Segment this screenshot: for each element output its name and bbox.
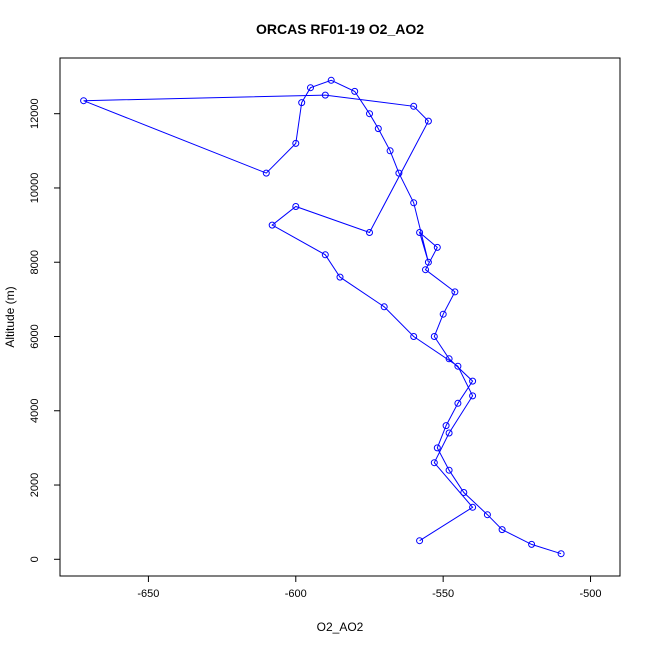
y-axis-label: Altitude (m)	[3, 286, 17, 347]
series-line	[83, 79, 562, 555]
data-point	[395, 169, 403, 177]
data-point	[410, 333, 418, 340]
data-point	[469, 392, 477, 400]
data-point	[80, 97, 88, 105]
data-point	[292, 203, 300, 210]
data-point	[380, 303, 388, 311]
y-tick-label: 12000	[29, 98, 41, 129]
data-point	[454, 362, 462, 370]
data-point	[445, 466, 453, 474]
data-point	[483, 511, 491, 519]
data-point	[445, 429, 453, 437]
data-point	[410, 102, 418, 110]
data-point	[424, 117, 432, 125]
data-point	[460, 489, 468, 496]
data-point	[433, 243, 441, 251]
data-points	[80, 76, 565, 558]
data-point	[336, 273, 344, 281]
data-point	[298, 99, 306, 107]
x-tick-label: -600	[285, 588, 307, 600]
x-tick-label: -650	[137, 588, 159, 600]
data-point	[386, 147, 394, 155]
data-point	[430, 333, 438, 340]
y-tick-label: 4000	[29, 399, 41, 423]
x-axis-label: O2_AO2	[317, 620, 364, 634]
data-point	[557, 550, 565, 558]
x-tick-label: -500	[580, 588, 602, 600]
x-axis: -650 -600 -550 -500	[137, 576, 602, 600]
data-point	[439, 310, 447, 318]
data-point	[422, 266, 429, 274]
x-tick-label: -550	[432, 588, 454, 600]
data-lines	[83, 79, 562, 555]
data-point	[469, 503, 477, 511]
data-point	[366, 229, 373, 236]
data-point	[498, 526, 506, 534]
data-point	[528, 540, 536, 548]
y-tick-label: 0	[29, 556, 41, 562]
data-point	[424, 258, 432, 266]
data-point	[351, 87, 359, 95]
data-point	[442, 422, 450, 430]
y-tick-label: 6000	[29, 324, 41, 348]
y-tick-label: 10000	[29, 173, 41, 204]
data-point	[430, 459, 438, 467]
data-point	[262, 169, 270, 177]
data-point	[445, 355, 453, 363]
data-point	[416, 229, 424, 236]
data-point	[321, 91, 329, 99]
data-point	[433, 444, 441, 452]
data-point	[292, 139, 300, 147]
data-point	[451, 288, 459, 296]
data-point	[366, 110, 373, 118]
data-point	[469, 377, 477, 385]
data-point	[410, 199, 418, 207]
data-point	[268, 221, 276, 229]
y-tick-label: 2000	[29, 473, 41, 497]
y-tick-label: 8000	[29, 250, 41, 274]
plot-frame	[59, 57, 621, 577]
data-point	[374, 125, 382, 133]
data-point	[307, 84, 314, 92]
data-point	[327, 76, 335, 84]
chart-title: ORCAS RF01-19 O2_AO2	[256, 21, 424, 37]
y-axis: 0 2000 4000 6000 8000 10000 12000	[29, 98, 60, 562]
data-point	[416, 537, 424, 545]
data-point	[454, 399, 462, 407]
data-point	[321, 251, 329, 259]
